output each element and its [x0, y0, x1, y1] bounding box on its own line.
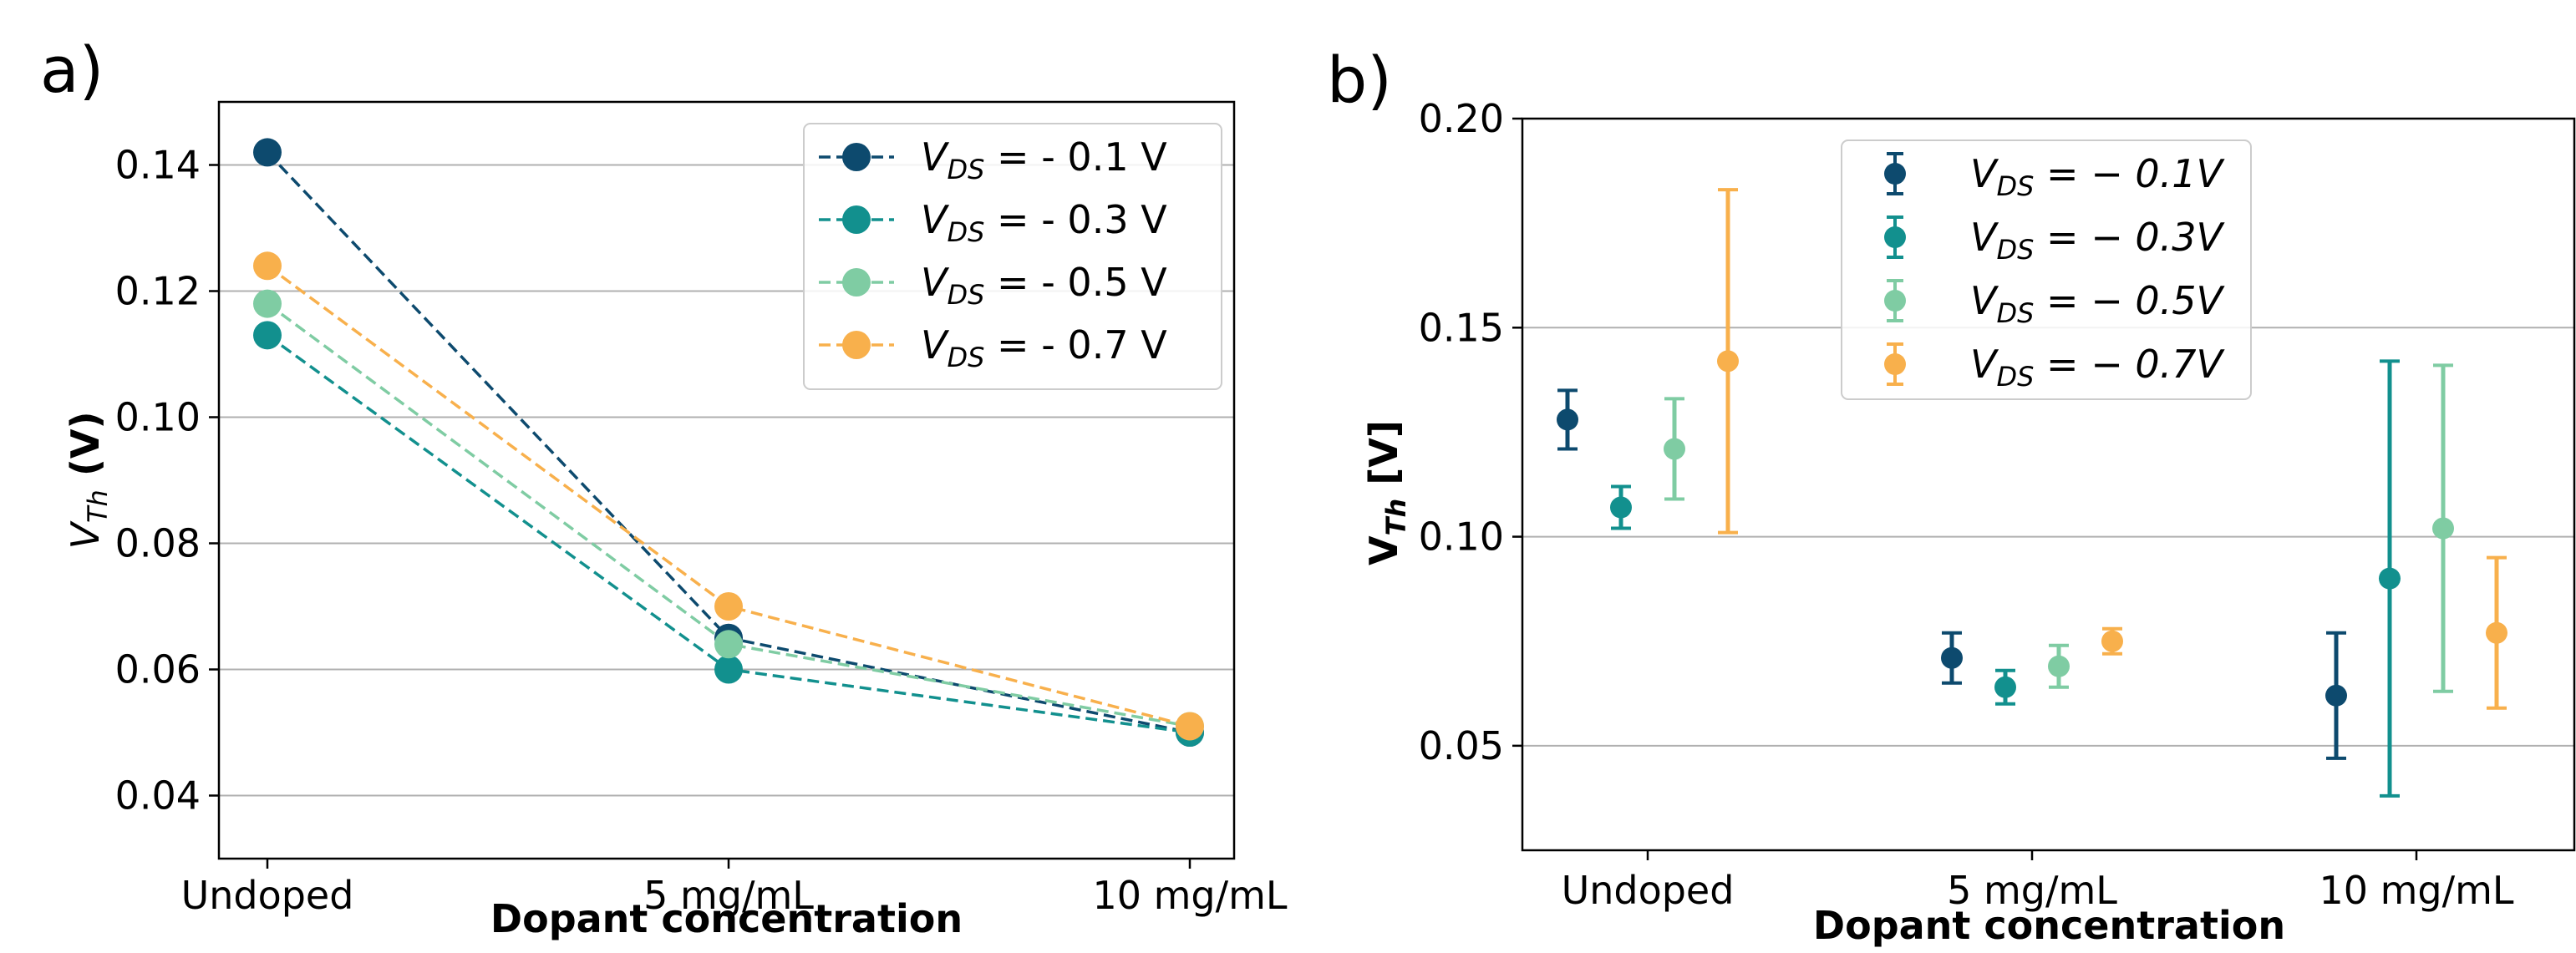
panel-a-y-tick-label: 0.14 — [115, 143, 201, 188]
panel-a-legend: VDS = - 0.1 V VDS = - 0.3 V VDS = - 0.5 V V… — [803, 123, 1222, 390]
panel-a-y-axis-unit-text: (V) — [63, 412, 108, 477]
panel-a-data-point — [253, 251, 282, 281]
panel-b-data-point — [2379, 567, 2401, 590]
panel-b-label: b) — [1327, 43, 1392, 117]
panel-b-plot-frame — [1521, 117, 2576, 852]
panel-b-data-point — [2325, 684, 2347, 707]
panel-b: b) 0.05 0.10 0.15 0.20 Undoped 5 mg/mL 10 mg/m… — [1327, 43, 2576, 948]
panel-a-legend-label: VDS = - 0.5 V — [921, 260, 1167, 311]
panel-a-x-axis-title: Dopant concentration — [490, 896, 963, 941]
panel-a-data-point — [253, 289, 282, 318]
panel-b-data-point — [1994, 676, 2016, 698]
panel-b-y-axis-subscript: Th — [1380, 499, 1412, 536]
panel-b-legend-box — [1841, 139, 2252, 400]
panel-b-legend-swatch-marker — [1884, 226, 1906, 248]
panel-a-label: a) — [40, 33, 104, 107]
panel-a-legend-label: VDS = - 0.3 V — [921, 197, 1167, 248]
panel-a-data-point — [253, 138, 282, 167]
panel-a-x-tick-label: 10 mg/mL — [1092, 873, 1287, 918]
panel-a-y-tick-label: 0.06 — [115, 647, 201, 692]
panel-a-y-tick-label: 0.12 — [115, 269, 201, 314]
panel-b-legend-label: VDS = − 0.5V — [1970, 278, 2226, 329]
panel-b-y-axis-unit-text: [V] — [1361, 420, 1406, 485]
panel-b-y-axis-space — [1361, 485, 1406, 499]
panel-b-y-tick-label: 0.10 — [1419, 515, 1504, 560]
panel-a-legend-swatch-marker — [842, 143, 871, 171]
panel-a-y-tick-label: 0.04 — [115, 773, 201, 819]
panel-a-data-point — [253, 321, 282, 350]
panel-b-data-point — [1610, 496, 1632, 519]
panel-a-legend-label: VDS = - 0.7 V — [921, 322, 1167, 373]
panel-b-data-point — [1717, 350, 1739, 373]
panel-b-legend-swatch-marker — [1884, 163, 1906, 185]
panel-b-y-tick-label: 0.05 — [1419, 723, 1504, 768]
panel-a-series — [253, 138, 1204, 747]
panel-b-y-axis-symbol: V — [1361, 535, 1406, 565]
panel-b-data-point — [1941, 646, 1963, 669]
panel-b-data-point — [1557, 408, 1578, 431]
panel-b-data-point — [1664, 438, 1685, 460]
panel-b-legend-label: VDS = − 0.3V — [1970, 215, 2226, 266]
panel-a-y-axis-subscript: Th — [82, 489, 114, 523]
panel-b-x-tick-label: 5 mg/mL — [1947, 868, 2117, 913]
panel-a-y-axis-symbol: V — [63, 520, 108, 549]
panel-a-ticks: 0.04 0.06 0.08 0.10 0.12 0.14 Undoped 5 mg/mL 10… — [115, 143, 1288, 919]
panel-a-x-tick-label: 5 mg/mL — [643, 873, 814, 918]
panel-b-legend-label: VDS = − 0.7V — [1970, 342, 2226, 393]
panel-b-legend-swatch-marker — [1884, 353, 1906, 375]
panel-a-data-point — [714, 630, 743, 659]
panel-a-legend-swatch-marker — [842, 331, 871, 359]
panel-a: a) 0.04 0.06 0.08 0.10 0.12 0.14 Undoped 5 mg/m… — [40, 33, 1288, 941]
panel-a-y-tick-label: 0.10 — [115, 395, 201, 440]
panel-b-x-axis-title: Dopant concentration — [1813, 903, 2285, 948]
panel-b-ticks: 0.05 0.10 0.15 0.20 Undoped 5 mg/mL 10 mg/mL — [1419, 96, 2514, 913]
panel-a-data-point — [714, 592, 743, 621]
panel-a-legend-box — [803, 123, 1222, 390]
panel-b-legend-label: VDS = − 0.1V — [1970, 151, 2226, 202]
panel-a-y-axis-title: VTh (V) — [63, 412, 114, 550]
panel-b-data-point — [2486, 621, 2507, 644]
panel-a-y-tick-label: 0.08 — [115, 521, 201, 566]
panel-b-x-tick-label: 10 mg/mL — [2319, 868, 2513, 913]
panel-b-legend-swatch-marker — [1884, 290, 1906, 312]
panel-b-legend: VDS = − 0.1V VDS = − 0.3V VDS = − 0.5V VDS … — [1841, 139, 2252, 400]
panel-a-y-axis-unit — [63, 476, 108, 489]
panel-a-legend-swatch-marker — [842, 205, 871, 234]
panel-b-data-point — [2432, 517, 2454, 540]
panel-b-series — [1557, 188, 2507, 798]
panel-b-y-tick-label: 0.20 — [1419, 96, 1504, 141]
panel-a-grid — [219, 164, 1234, 797]
panel-a-data-point — [1176, 712, 1204, 741]
panel-b-data-point — [2048, 655, 2070, 677]
panel-a-legend-label: VDS = - 0.1 V — [921, 134, 1167, 185]
panel-a-x-tick-label: Undoped — [181, 873, 354, 918]
panel-a-legend-swatch-marker — [842, 268, 871, 297]
panel-a-data-point — [714, 655, 743, 684]
panel-a-plot-frame — [217, 100, 1236, 860]
panel-b-y-tick-label: 0.15 — [1419, 305, 1504, 350]
panel-b-y-axis-title: VTh [V] — [1361, 420, 1412, 565]
panel-a-series-line — [266, 302, 1191, 728]
panel-b-data-point — [2101, 630, 2123, 652]
panel-b-x-tick-label: Undoped — [1562, 868, 1735, 913]
